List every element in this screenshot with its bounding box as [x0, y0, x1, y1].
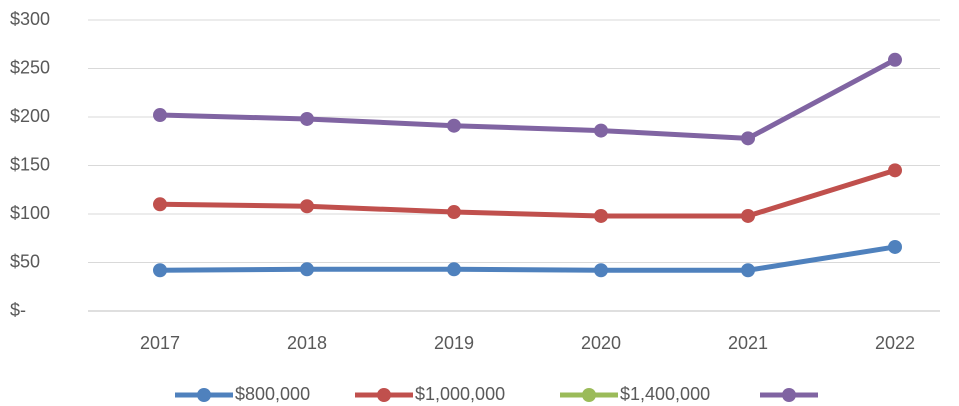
- y-tick-label: $-: [10, 300, 26, 320]
- legend-label: $1,000,000: [415, 384, 505, 404]
- series-line: [159, 244, 896, 273]
- data-point: [300, 199, 314, 214]
- data-point: [447, 118, 461, 133]
- data-point: [888, 239, 902, 254]
- x-tick-label: 2019: [434, 333, 474, 353]
- x-tick-label: 2020: [581, 333, 621, 353]
- legend-label: $800,000: [235, 384, 310, 404]
- data-point: [447, 262, 461, 277]
- data-point: [594, 123, 608, 138]
- data-point: [300, 111, 314, 126]
- data-point: [741, 208, 755, 223]
- y-tick-label: $300: [10, 9, 50, 29]
- y-tick-label: $200: [10, 106, 50, 126]
- data-point: [300, 262, 314, 277]
- x-tick-label: 2018: [287, 333, 327, 353]
- data-point: [741, 263, 755, 278]
- data-point: [888, 163, 902, 178]
- legend-marker: [197, 388, 211, 402]
- data-point: [153, 263, 167, 278]
- y-tick-label: $50: [10, 251, 40, 271]
- legend-marker: [582, 388, 596, 402]
- y-tick-label: $150: [10, 154, 50, 174]
- data-point: [594, 263, 608, 278]
- legend-marker: [377, 388, 391, 402]
- x-tick-label: 2017: [140, 333, 180, 353]
- data-point: [741, 131, 755, 146]
- x-tick-label: 2022: [875, 333, 915, 353]
- data-point: [888, 52, 902, 67]
- data-point: [153, 197, 167, 212]
- x-tick-label: 2021: [728, 333, 768, 353]
- data-point: [447, 205, 461, 220]
- legend-label: $1,400,000: [620, 384, 710, 404]
- data-point: [594, 208, 608, 223]
- series-line: [159, 167, 896, 219]
- y-tick-label: $250: [10, 57, 50, 77]
- y-tick-label: $100: [10, 203, 50, 223]
- data-point: [153, 108, 167, 123]
- legend-marker: [782, 388, 796, 402]
- series-line: [159, 57, 897, 141]
